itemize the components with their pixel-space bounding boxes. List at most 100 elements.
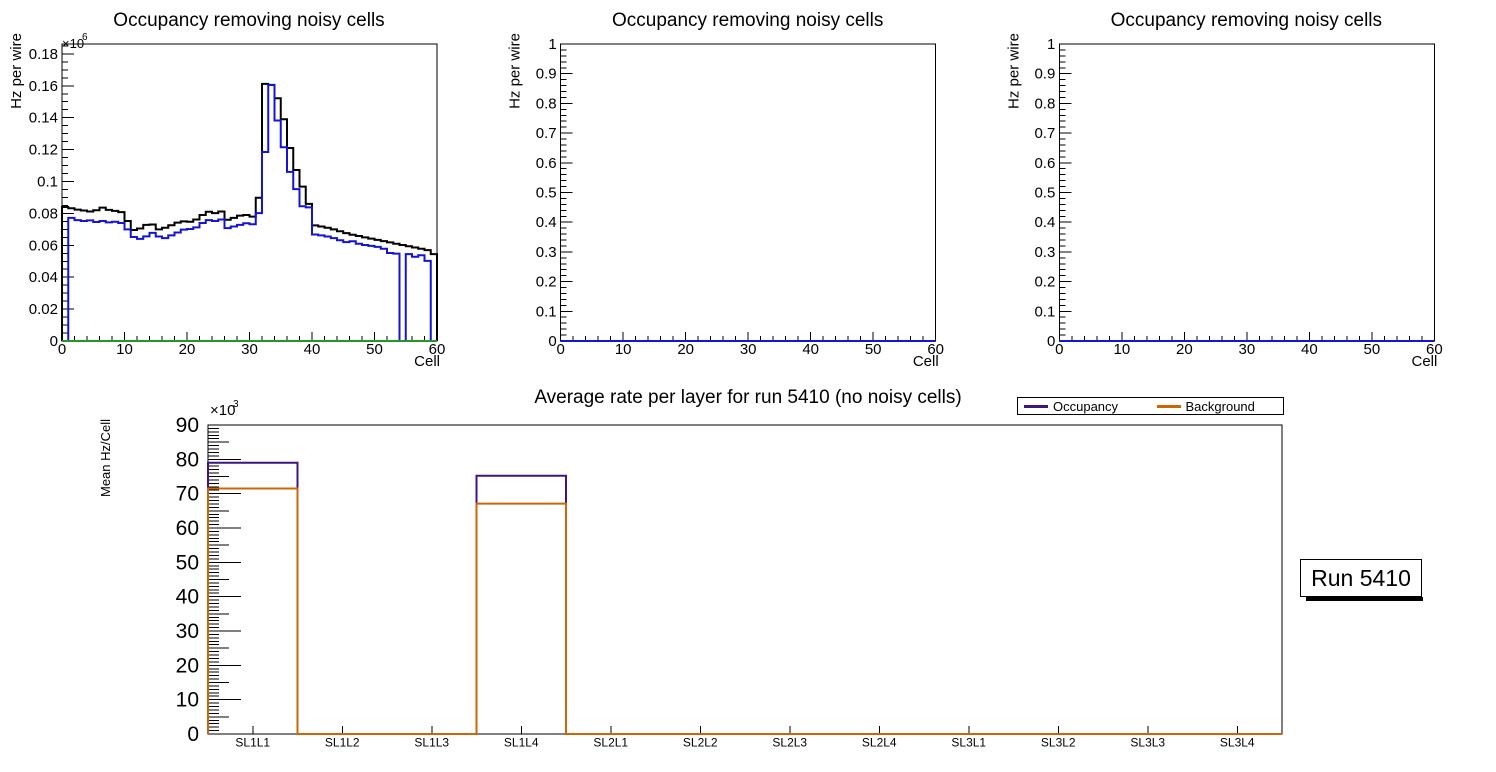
- y-tick-label: 0.5: [1034, 185, 1055, 202]
- y-tick-label: 0.8: [536, 95, 557, 112]
- y-tick-label: 80: [176, 448, 199, 471]
- y-tick-label: 0.2: [536, 274, 557, 291]
- y-tick-label: 0.5: [536, 185, 557, 202]
- legend-entry-occupancy: Occupancy: [1018, 399, 1151, 414]
- run-number-pave-shadow: [1306, 597, 1423, 601]
- x-axis: 0 10 20 30 40 50 60: [58, 332, 446, 358]
- y-tick-label: 70: [176, 483, 199, 506]
- occupancy-line-sample: [1024, 404, 1048, 408]
- y-tick-label: 0.3: [1034, 244, 1055, 261]
- y-axis: 0 10 20 30 40 50 60 70 80 90: [176, 414, 241, 746]
- y-tick-label: 20: [176, 654, 199, 677]
- legend-entry-background: Background: [1151, 399, 1284, 414]
- category-label: SL3L4: [1220, 736, 1255, 750]
- category-label: SL2L2: [683, 736, 718, 750]
- y-tick-label: 40: [176, 586, 199, 609]
- y-tick-label: 0: [1047, 333, 1055, 350]
- category-label: SL3L2: [1041, 736, 1076, 750]
- x-tick-label: 40: [1301, 341, 1318, 358]
- background-line-sample: [1156, 404, 1181, 408]
- y-tick-label: 50: [176, 551, 199, 574]
- x-tick-label: 30: [740, 341, 757, 358]
- x-axis-title: Cell: [414, 353, 440, 370]
- x-tick-label: 60: [927, 341, 944, 358]
- x-tick-label: 40: [304, 341, 321, 358]
- x-tick-label: 10: [615, 341, 632, 358]
- pad-occupancy-hist-2: 00.10.20.30.40.50.60.70.80.910 10 20 30 40 50…: [507, 10, 944, 370]
- x-tick-label: 30: [1238, 341, 1255, 358]
- y-tick-label: 0.7: [1034, 125, 1055, 142]
- y-tick-label: 0.9: [536, 66, 557, 83]
- x-tick-label: 30: [241, 341, 258, 358]
- run-number-pave: Run 5410: [1300, 559, 1422, 597]
- y-tick-label: 0.16: [29, 78, 58, 95]
- pad-title: Occupancy removing noisy cells: [612, 10, 883, 31]
- y-tick-label: 1: [1047, 36, 1055, 53]
- y-axis: 0 0.02 0.04 0.06 0.08 0.1 0.12 0.14 0.16 0.18: [29, 45, 74, 350]
- x-tick-label: 20: [1176, 341, 1193, 358]
- x-tick-label: 0: [556, 341, 564, 358]
- y-tick-label: 0: [187, 723, 199, 746]
- category-label: SL3L1: [951, 736, 986, 750]
- x-tick-label: 20: [677, 341, 694, 358]
- plot-frame: [1058, 43, 1435, 342]
- x-tick-label: 20: [179, 341, 196, 358]
- category-label: SL2L1: [593, 736, 628, 750]
- y-tick-label: 0.18: [29, 46, 58, 63]
- x-tick-label: 60: [429, 341, 446, 358]
- x-tick-label: 10: [1113, 341, 1130, 358]
- category-label: SL1L2: [325, 736, 360, 750]
- y-tick-label: 0.12: [29, 142, 58, 159]
- y-tick-label: 0.4: [1034, 214, 1055, 231]
- series-occupancy-noisy-removed: [62, 83, 437, 342]
- y-tick-label: 0.1: [37, 173, 58, 190]
- y-tick-label: 1: [548, 36, 556, 53]
- y-tick-label: 60: [176, 517, 199, 540]
- x-tick-label: 10: [116, 341, 133, 358]
- legend-label-occupancy: Occupancy: [1053, 398, 1119, 414]
- plot-frame: [560, 43, 937, 342]
- plot-frame: [61, 43, 438, 342]
- run-number-label: Run 5410: [1311, 564, 1411, 591]
- x-axis-title: Cell: [1411, 353, 1437, 370]
- pad-title: Occupancy removing noisy cells: [1111, 10, 1382, 31]
- y-tick-label: 90: [176, 414, 199, 437]
- y-tick-label: 0.04: [29, 269, 58, 286]
- y-axis-exponent-sup: 6: [82, 32, 88, 43]
- x-axis-title: Cell: [913, 353, 939, 370]
- series-Background: [207, 487, 1282, 735]
- y-tick-label: 30: [176, 620, 199, 643]
- y-tick-label: 10: [176, 689, 199, 712]
- category-label: SL1L1: [235, 736, 270, 750]
- category-label: SL2L4: [862, 736, 897, 750]
- category-label: SL3L3: [1130, 736, 1165, 750]
- x-tick-label: 50: [865, 341, 882, 358]
- series-Occupancy: [207, 461, 1282, 735]
- y-axis-exponent: ×10: [62, 36, 84, 51]
- category-label: SL1L4: [504, 736, 539, 750]
- y-axis: 0 0.1 0.2 0.3 0.4 0.5 0.6 0.7 0.8 0.9 1: [536, 36, 573, 350]
- y-axis-title: Hz per wire: [8, 33, 25, 109]
- y-axis-title: Hz per wire: [1005, 33, 1022, 109]
- y-axis-title: Hz per wire: [507, 33, 524, 109]
- y-tick-label: 0: [548, 333, 556, 350]
- pad-occupancy-hist-3: 00.10.20.30.40.50.60.70.80.910 10 20 30 40 50…: [1005, 10, 1442, 370]
- x-tick-label: 40: [802, 341, 819, 358]
- y-tick-label: 0.06: [29, 237, 58, 254]
- legend-label-background: Background: [1185, 398, 1255, 414]
- x-axis: 0 10 20 30 40 50 60: [1055, 332, 1443, 358]
- y-axis-title: Mean Hz/Cell: [98, 419, 113, 497]
- y-tick-label: 0.6: [1034, 155, 1055, 172]
- category-label: SL2L3: [772, 736, 807, 750]
- x-tick-label: 50: [1363, 341, 1380, 358]
- x-tick-label: 50: [366, 341, 383, 358]
- y-axis-exponent-sup: 3: [233, 399, 239, 410]
- x-tick-label: 0: [58, 341, 66, 358]
- pad-title: Average rate per layer for run 5410 (no …: [534, 387, 961, 408]
- pad-occupancy-hist-1: 0 0.02 0.04 0.06 0.08 0.1 0.12 0.14 0.16 0.18 0 10 2…: [8, 10, 445, 370]
- y-tick-label: 0.8: [1034, 95, 1055, 112]
- legend: Occupancy Background: [1017, 397, 1284, 415]
